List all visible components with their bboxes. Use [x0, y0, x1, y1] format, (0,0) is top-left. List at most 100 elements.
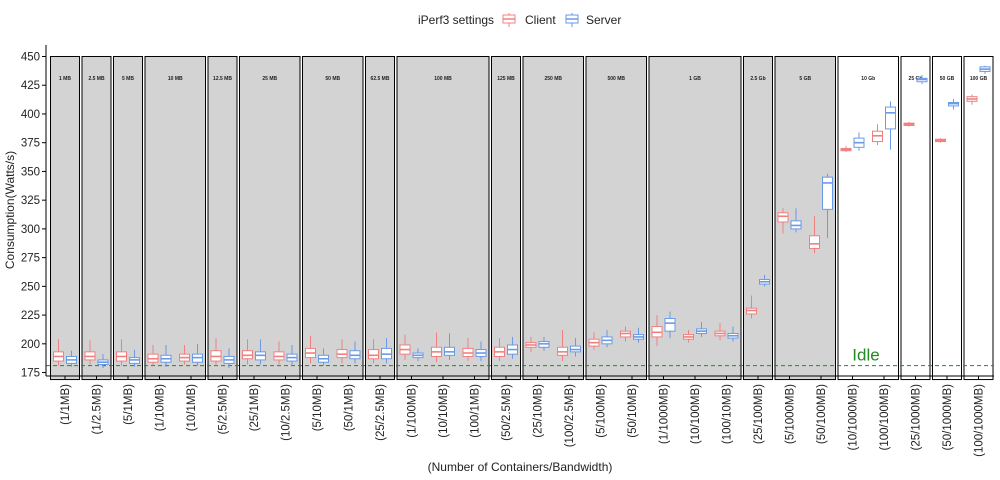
box-client [147, 344, 159, 366]
bandwidth-group-panels: 1 MB 2.5 MB 5 MB 10 MB 12.5 MB 25 MB 50 MB 62.5… [50, 55, 994, 381]
x-tick-label: (1/1000MB) [659, 384, 671, 444]
group-panel [396, 55, 490, 381]
group-panel [585, 55, 647, 381]
box-server [633, 327, 644, 343]
x-tick-label: (25/2.5MB) [375, 384, 387, 441]
group-panel [81, 55, 112, 381]
box-server [759, 274, 770, 287]
box-client [210, 338, 222, 366]
box-server [664, 311, 676, 339]
group-label: 50 MB [325, 76, 340, 82]
box-server [381, 338, 392, 364]
group-label: 1 MB [59, 76, 71, 82]
box-server [286, 344, 298, 366]
box-client [399, 334, 411, 360]
box-server [97, 354, 109, 368]
box-server [790, 208, 802, 233]
box-server [475, 341, 487, 362]
y-tick-label: 250 [21, 281, 40, 293]
box-body [368, 349, 379, 360]
legend-label-server: Server [586, 13, 621, 27]
group-label: 62.5 MB [371, 76, 390, 82]
x-tick-label: (1/10MB) [155, 384, 167, 431]
box-server [727, 326, 739, 342]
group-label: 50 GB [940, 76, 955, 82]
x-tick-label: (5/2.5MB) [218, 384, 230, 435]
box-client [903, 122, 915, 127]
x-axis-ticks: (1/1MB) (1/2.5MB) (5/1MB) (1/10MB) (10/1MB) (… [60, 376, 986, 457]
box-client [620, 326, 631, 342]
legend-label-client: Client [525, 13, 556, 27]
group-label: 25 MB [262, 76, 277, 82]
y-tick-label: 425 [21, 80, 40, 92]
box-client [809, 216, 820, 254]
group-label: 25 Gb [909, 76, 923, 82]
group-label: 2.5 Gb [750, 76, 765, 82]
box-server [318, 348, 329, 366]
box-server [822, 173, 833, 239]
x-tick-label: (50/2.5MB) [501, 384, 513, 441]
box-body [885, 106, 896, 130]
x-tick-label: (25/1000MB) [911, 384, 923, 451]
box-client [557, 330, 568, 362]
box-client [368, 339, 379, 364]
legend-key-client [502, 13, 516, 27]
box-client [242, 339, 253, 365]
group-label: 1 GB [689, 76, 701, 82]
group-panel [113, 55, 143, 381]
box-client [305, 335, 316, 364]
box-server [160, 344, 172, 367]
legend-title: iPerf3 settings [418, 13, 494, 27]
x-axis-title: (Number of Containers/Bandwidth) [428, 460, 613, 474]
x-tick-label: (10/10MB) [438, 384, 450, 438]
box-client [462, 338, 474, 362]
box-server [223, 348, 235, 368]
group-panel [144, 55, 206, 381]
box-client [336, 339, 348, 364]
group-panel [522, 55, 584, 381]
group-label: 10 MB [168, 76, 183, 82]
group-label: 125 MB [497, 76, 515, 82]
box-server [916, 74, 928, 85]
box-client [714, 323, 726, 341]
x-tick-label: (5/1MB) [123, 384, 135, 425]
group-label: 2.5 MB [88, 76, 105, 82]
box-client [746, 295, 757, 319]
box-client [116, 339, 127, 366]
x-tick-label: (25/1MB) [249, 384, 261, 431]
box-server [601, 330, 613, 348]
group-panel [932, 55, 962, 381]
box-server [570, 338, 581, 357]
box-client [525, 336, 537, 352]
box-body [822, 176, 833, 210]
y-tick-label: 300 [21, 224, 40, 236]
box-server [979, 65, 991, 74]
group-label: 100 MB [434, 76, 452, 82]
y-tick-label: 400 [21, 109, 40, 121]
box-server [538, 336, 550, 351]
box-series [53, 65, 991, 368]
group-panel [365, 55, 395, 381]
y-axis-ticks: 175 200 225 250 275 300 325 350 375 400 425 450 [21, 51, 46, 380]
x-tick-label: (5/10MB) [312, 384, 324, 431]
box-client [651, 315, 663, 347]
group-panel [50, 55, 80, 381]
box-client [431, 332, 442, 363]
x-tick-label: (1/100MB) [407, 384, 419, 438]
idle-label: Idle [852, 346, 879, 365]
y-tick-label: 325 [21, 195, 40, 207]
box-body [777, 212, 789, 223]
y-tick-label: 350 [21, 166, 40, 178]
box-server [349, 341, 361, 364]
group-panel [963, 55, 994, 381]
group-label: 250 MB [544, 76, 562, 82]
group-panel [207, 55, 238, 381]
y-tick-label: 175 [21, 368, 40, 380]
x-tick-label: (100/1MB) [470, 384, 482, 438]
x-tick-label: (25/10MB) [533, 384, 545, 438]
x-tick-label: (5/100MB) [596, 384, 608, 438]
x-tick-label: (25/100MB) [753, 384, 765, 444]
box-body [664, 318, 676, 332]
box-server [66, 350, 77, 367]
